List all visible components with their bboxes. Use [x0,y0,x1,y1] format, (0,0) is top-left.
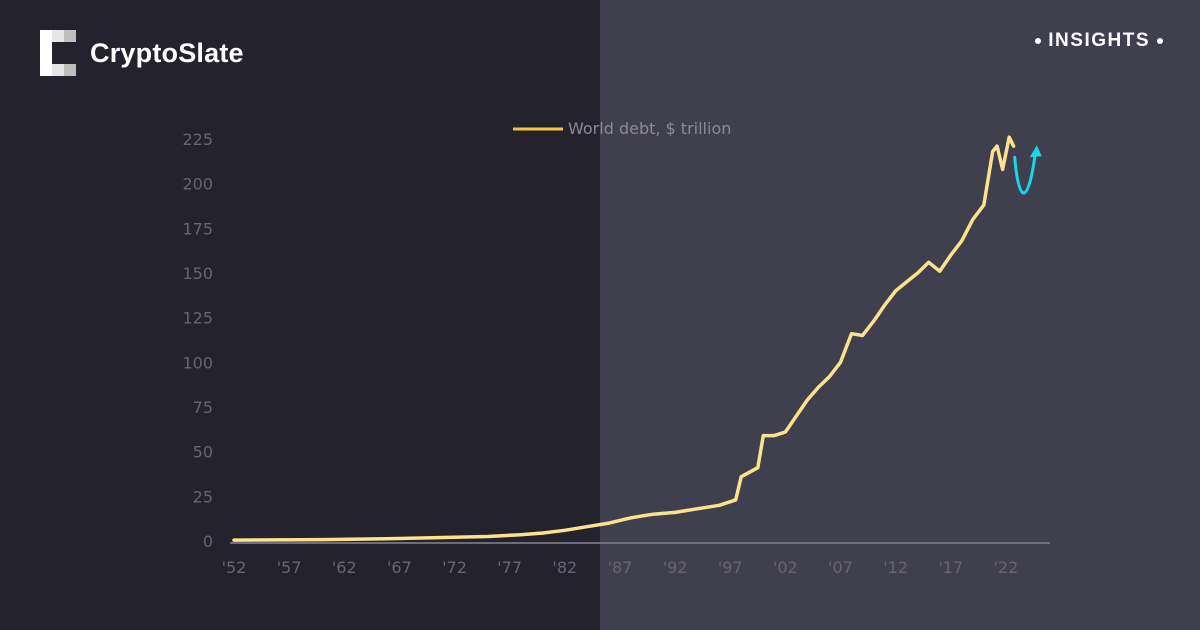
trend-arrow-annotation [1013,155,1037,195]
background-dark-panel [0,0,600,630]
chart-legend: World debt, $ trillion [513,119,731,138]
dot-icon [1035,38,1042,44]
x-tick-label: '07 [828,558,853,577]
insights-badge: INSIGHTS [1028,30,1170,52]
y-tick-label: 25 [193,487,213,506]
x-tick-label: '62 [332,558,357,577]
y-tick-label: 175 [182,219,213,238]
x-tick-label: '12 [883,558,908,577]
series-line-world-debt [232,135,1016,542]
x-tick-label: '02 [773,558,798,577]
y-axis-tick-labels: 0 25 50 75 100 125 150 175 200 225 [182,130,213,551]
trend-arrow-head [1029,145,1042,158]
x-tick-label: '87 [608,558,633,577]
y-tick-label: 225 [182,130,213,149]
y-tick-label: 0 [203,532,213,551]
x-tick-label: '67 [387,558,412,577]
y-tick-label: 50 [193,443,213,462]
cryptoslate-logo-icon [40,30,76,76]
x-tick-label: '17 [938,558,963,577]
y-tick-label: 75 [193,398,213,417]
x-tick-label: '72 [442,558,467,577]
x-tick-label: '52 [222,558,247,577]
background-light-panel [600,0,1200,630]
x-tick-label: '22 [994,558,1019,577]
y-tick-label: 100 [182,353,213,372]
y-tick-label: 150 [182,264,213,283]
x-tick-label: '97 [718,558,743,577]
brand-name: CryptoSlate [90,37,244,68]
x-tick-label: '57 [277,558,302,577]
y-tick-label: 200 [182,175,213,194]
insights-label: INSIGHTS [1048,30,1150,51]
x-tick-label: '82 [552,558,577,577]
legend-label: World debt, $ trillion [568,119,731,138]
x-tick-label: '77 [497,558,522,577]
brand[interactable]: CryptoSlate [40,30,244,76]
x-tick-label: '92 [663,558,688,577]
y-tick-label: 125 [182,309,213,328]
dot-icon [1157,38,1163,44]
x-axis-tick-labels: '52 '57 '62 '67 '72 '77 '82 '87 '92 '97 '02 '07 '12 '… [222,558,1019,577]
